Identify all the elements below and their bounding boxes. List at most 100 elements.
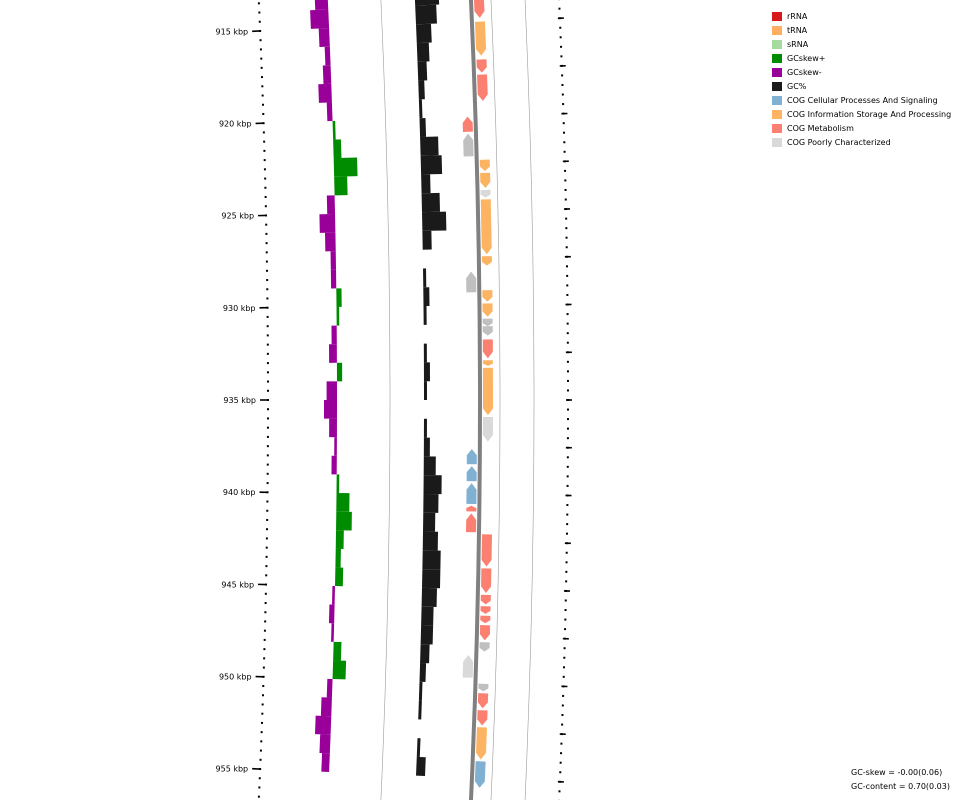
outer-minor-tick [564,188,567,191]
outer-minor-tick [566,484,569,487]
gc-skew-bar [314,715,332,735]
legend-label-cog-poorly: COG Poorly Characterized [787,137,891,147]
gene-feature [479,642,490,652]
gc-content-bar [420,136,439,156]
outer-minor-tick [561,83,564,86]
gc-skew-bar [318,28,330,48]
gc-content-bar [423,493,439,513]
gene-feature [482,367,493,416]
outer-minor-tick [560,742,563,745]
outer-minor-tick [566,284,569,287]
gc-skew-bar [321,753,330,772]
outer-minor-tick [566,370,569,373]
legend-label-cog-metabolism: COG Metabolism [787,123,854,133]
inner-minor-tick [266,279,269,282]
inner-minor-tick [258,11,261,14]
inner-minor-tick [259,749,262,752]
gene-feature [479,625,491,641]
gc-content-bar [421,211,447,231]
inner-minor-tick [265,537,268,540]
outer-minor-tick [565,580,568,583]
outer-minor-tick [559,771,562,774]
kbp-tick-label: 925 kbp [221,212,254,221]
gene-feature [476,59,487,73]
outer-minor-tick [561,723,564,726]
gc-skew-bar [326,678,333,698]
gc-content-bar [414,0,440,6]
outer-minor-tick [558,790,561,793]
inner-minor-tick [259,758,262,761]
gc-content-bar [423,306,427,325]
gc-content-bar [423,381,427,400]
gc-skew-bar [318,83,332,103]
gene-feature [462,116,473,132]
gene-feature [466,483,477,504]
gc-content-bar [423,456,436,476]
outer-minor-tick [565,551,568,554]
gc-content-bar [421,174,431,194]
kbp-tick-label: 930 kbp [223,304,256,313]
outer-minor-tick [563,150,566,153]
inner-minor-tick [263,159,266,162]
kbp-tick-label: 955 kbp [216,765,249,774]
outer-minor-tick [565,246,568,249]
legend-item-gcskew-pos: GCskew+ [772,51,951,65]
gc-skew-bar [333,139,342,159]
gc-skew-bar [326,381,337,400]
gc-skew-stat: GC-skew = -0.00(0.06) [851,768,943,777]
outer-minor-tick [563,141,566,144]
inner-minor-tick [265,574,268,577]
gc-skew-bar [324,46,331,66]
outer-minor-tick [562,103,565,106]
gene-feature [480,189,491,198]
gc-skew-bar [319,734,331,754]
inner-minor-tick [259,48,262,51]
gc-skew-bar [324,232,336,252]
gc-content-bar [423,362,430,382]
outer-minor-tick [566,456,569,459]
gc-content-bar [421,606,434,626]
inner-minor-tick [266,362,269,365]
inner-minor-tick [266,518,269,521]
legend-swatch-rrna [772,11,782,21]
outer-minor-tick [566,465,569,468]
gene-feature [482,339,493,359]
gene-feature [462,654,474,678]
outer-minor-tick [562,122,565,125]
gc-content-bar [420,625,434,645]
inner-minor-tick [261,694,264,697]
gc-skew-bar [322,65,332,85]
inner-minor-tick [261,94,264,97]
inner-minor-tick [266,389,269,392]
inner-minor-tick [258,777,261,780]
gc-skew-bar [336,474,340,494]
inner-minor-tick [266,463,269,466]
inner-minor-tick [260,57,263,60]
legend-swatch-cog-information [772,109,782,119]
outer-minor-tick [566,437,569,440]
gc-skew-bar [336,362,343,382]
outer-minor-tick [566,389,569,392]
inner-minor-tick [264,177,267,180]
kbp-tick-label: 920 kbp [219,120,252,129]
outer-minor-tick [565,236,568,239]
outer-minor-tick [559,36,562,39]
gc-content-bar [418,99,423,119]
legend-swatch-trna [772,25,782,35]
legend-label-srna: sRNA [787,39,809,49]
outer-minor-tick [561,93,564,96]
inner-minor-tick [266,297,269,300]
inner-minor-tick [266,500,269,503]
inner-minor-tick [263,140,266,143]
gc-content-bar [422,550,441,570]
kbp-tick-label: 945 kbp [221,580,254,589]
gc-content-bar [421,569,441,589]
legend-item-gcskew-neg: GCskew- [772,65,951,79]
gc-skew-bar [333,157,358,177]
legend-swatch-gc-content [772,81,782,91]
inner-minor-tick [260,76,263,79]
gc-skew-bar [332,120,336,140]
gc-content-bar [423,512,436,532]
outer-minor-tick [566,513,569,516]
